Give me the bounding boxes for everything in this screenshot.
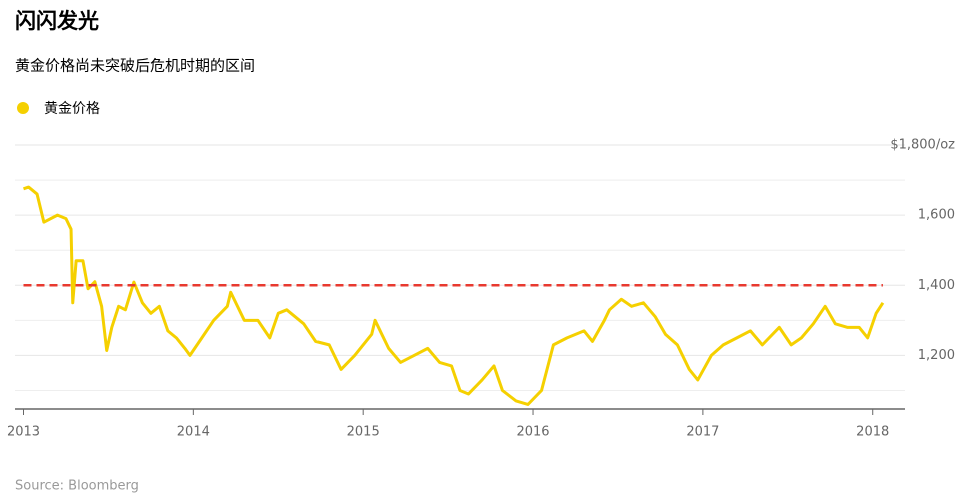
chart-subtitle: 黄金价格尚未突破后危机时期的区间 <box>15 57 255 75</box>
x-tick-label: 2014 <box>177 425 210 440</box>
y-tick-label: 1,400 <box>918 278 955 293</box>
x-tick-label: 2017 <box>686 425 719 440</box>
x-tick-label: 2016 <box>516 425 549 440</box>
line-series <box>23 185 885 406</box>
x-tick-label: 2015 <box>347 425 380 440</box>
legend-label: 黄金价格 <box>44 100 100 117</box>
source: Source: Bloomberg <box>15 479 139 494</box>
x-tick-label: 2013 <box>7 425 40 440</box>
x-tick-label: 2018 <box>856 425 889 440</box>
y-tick-label: $1,800/oz <box>890 138 955 153</box>
legend-swatch <box>17 102 29 114</box>
y-tick-label: 1,600 <box>918 208 955 223</box>
chart-title: 闪闪发光 <box>15 9 99 33</box>
y-tick-label: 1,200 <box>918 348 955 363</box>
